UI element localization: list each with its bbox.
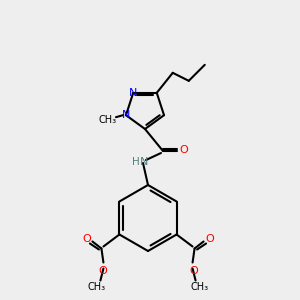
Text: CH₃: CH₃: [87, 281, 106, 292]
Text: CH₃: CH₃: [99, 115, 117, 125]
Text: H: H: [132, 157, 140, 167]
Text: O: O: [180, 145, 188, 155]
Text: O: O: [98, 266, 107, 275]
Text: O: O: [189, 266, 198, 275]
Text: O: O: [82, 235, 91, 244]
Text: N: N: [129, 88, 137, 98]
Text: O: O: [205, 235, 214, 244]
Text: N: N: [140, 157, 148, 167]
Text: N: N: [122, 110, 130, 120]
Text: CH₃: CH₃: [190, 281, 208, 292]
